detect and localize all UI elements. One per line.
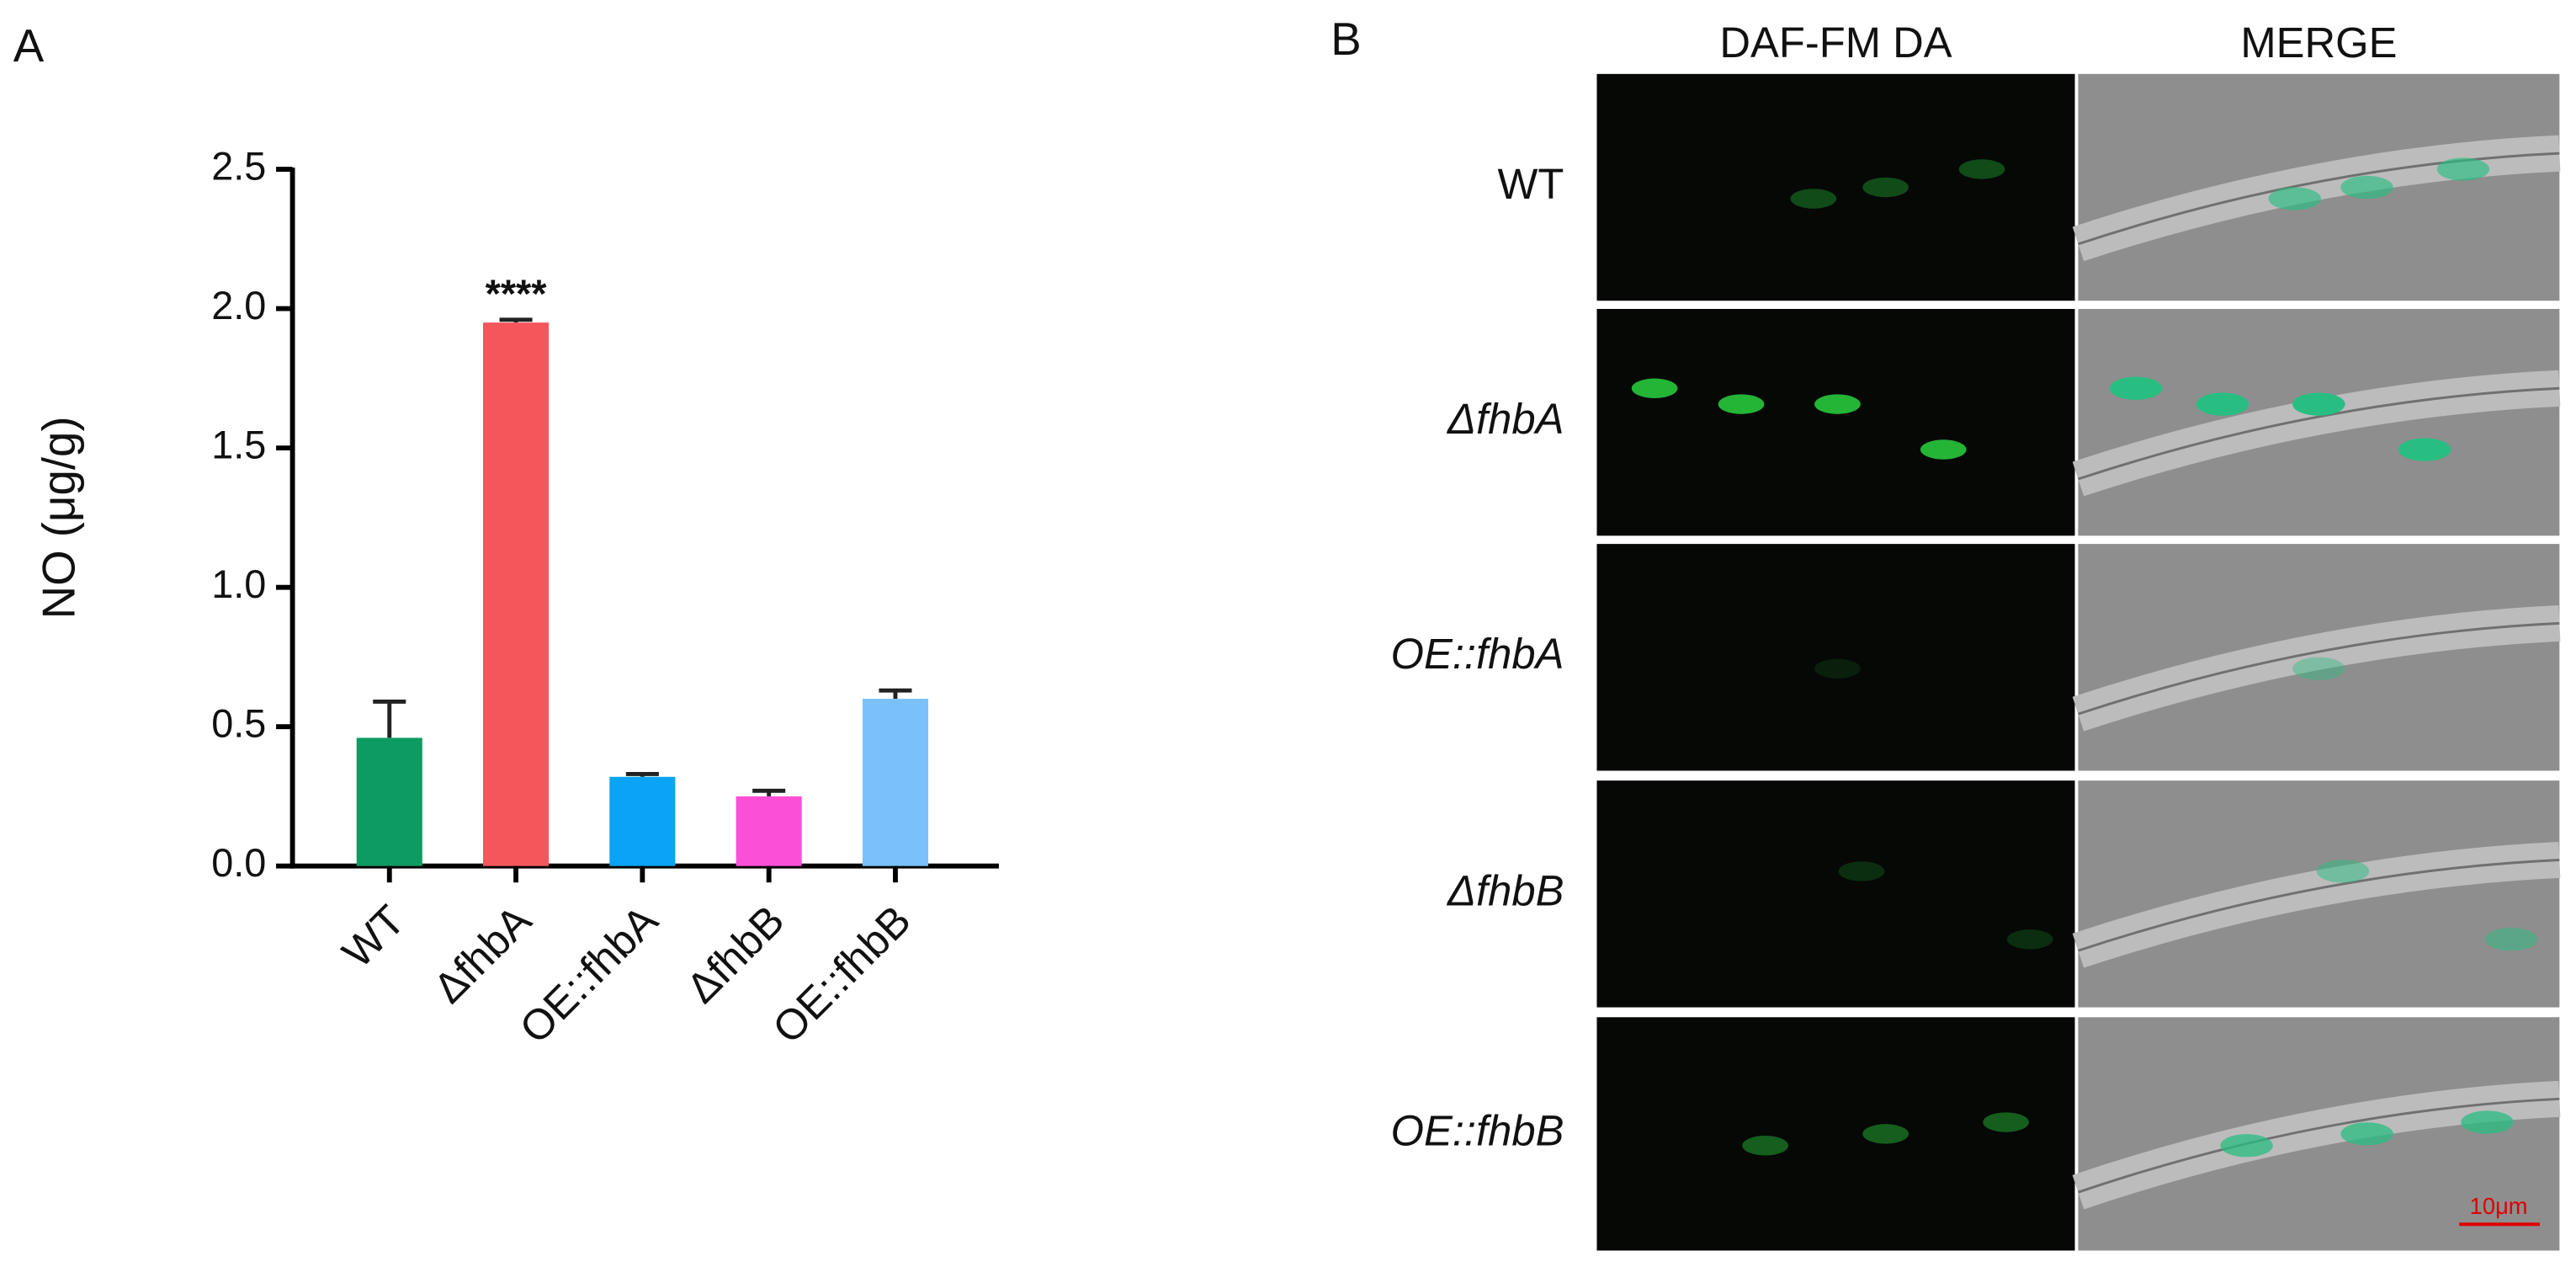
hypha-wall <box>2077 859 2560 952</box>
x-tick-label: ΔfhbB <box>677 896 794 1012</box>
green-spot <box>2292 392 2345 416</box>
green-spot <box>2316 860 2370 883</box>
annotation: **** <box>486 272 548 316</box>
x-tick-label: OE::fhbB <box>763 896 920 1052</box>
scale-bar-label: 10μm <box>2470 1193 2528 1219</box>
y-tick-label: 2.5 <box>211 144 266 188</box>
row-label: ΔfhbA <box>1447 395 1564 443</box>
green-spot <box>1862 1124 1909 1144</box>
green-spot <box>2398 438 2451 461</box>
hypha-wall <box>2077 152 2560 246</box>
green-spot <box>2006 929 2053 950</box>
bar <box>483 322 550 866</box>
column-header: DAF-FM DA <box>1719 19 1952 67</box>
x-tick-label: WT <box>333 896 414 977</box>
y-tick-label: 0.0 <box>211 841 266 885</box>
green-spot <box>2461 1110 2514 1134</box>
green-spot <box>1862 177 1909 198</box>
green-spot <box>1742 1136 1788 1156</box>
green-spot <box>1814 658 1861 679</box>
panel-label: B <box>1330 13 1361 65</box>
row-label: ΔfhbB <box>1447 866 1564 914</box>
y-axis-label: NO (μg/g) <box>34 416 85 619</box>
row-label: OE::fhbB <box>1390 1106 1564 1154</box>
green-spot <box>2436 157 2490 181</box>
bar <box>862 699 929 866</box>
green-spot <box>1631 378 1678 398</box>
green-spot <box>1718 394 1765 414</box>
x-tick-label: OE::fhbA <box>510 896 667 1052</box>
fluorescence-image <box>1596 544 2075 771</box>
green-spot <box>1920 439 1967 460</box>
hypha-wall <box>2077 1097 2560 1194</box>
panel-label: A <box>13 20 45 72</box>
green-spot <box>2340 175 2393 200</box>
fluorescence-image <box>1596 1017 2075 1251</box>
fluorescence-image <box>1596 73 2075 301</box>
fluorescence-image <box>1596 780 2075 1008</box>
green-spot <box>2220 1134 2273 1158</box>
green-spot <box>2292 657 2345 680</box>
row-label: WT <box>1498 160 1564 208</box>
green-spot <box>1814 394 1861 414</box>
y-tick-label: 1.5 <box>211 423 266 466</box>
green-spot <box>2268 187 2322 210</box>
fluorescence-image <box>1596 308 2075 536</box>
green-spot <box>2109 376 2163 400</box>
green-spot <box>1790 189 1837 209</box>
hypha-wall <box>2077 621 2560 716</box>
green-spot <box>2340 1122 2393 1146</box>
green-spot <box>1983 1112 2029 1132</box>
x-tick-label: ΔfhbA <box>424 896 540 1012</box>
green-spot <box>2484 928 2538 951</box>
y-tick-label: 0.5 <box>211 702 266 746</box>
y-tick-label: 1.0 <box>211 562 266 606</box>
y-tick-label: 2.0 <box>211 284 266 327</box>
row-label: OE::fhbA <box>1390 630 1564 678</box>
bar <box>356 737 422 866</box>
green-spot <box>1838 861 1885 881</box>
green-spot <box>2196 392 2249 416</box>
bar <box>609 776 676 866</box>
column-header: MERGE <box>2240 19 2397 67</box>
bar <box>736 796 802 866</box>
green-spot <box>1958 159 2005 179</box>
hypha-wall <box>2077 386 2560 481</box>
